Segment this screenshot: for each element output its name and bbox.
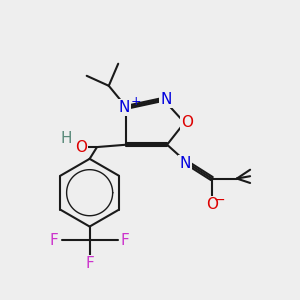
Text: H: H (60, 131, 72, 146)
Text: O: O (206, 197, 218, 212)
Text: N: N (118, 100, 130, 115)
Text: F: F (121, 233, 129, 248)
Text: O: O (75, 140, 87, 154)
Text: F: F (50, 233, 59, 248)
Text: O: O (182, 115, 194, 130)
Text: +: + (130, 95, 141, 108)
Text: −: − (213, 193, 225, 206)
Text: F: F (85, 256, 94, 272)
Text: N: N (160, 92, 172, 107)
Text: N: N (179, 156, 190, 171)
